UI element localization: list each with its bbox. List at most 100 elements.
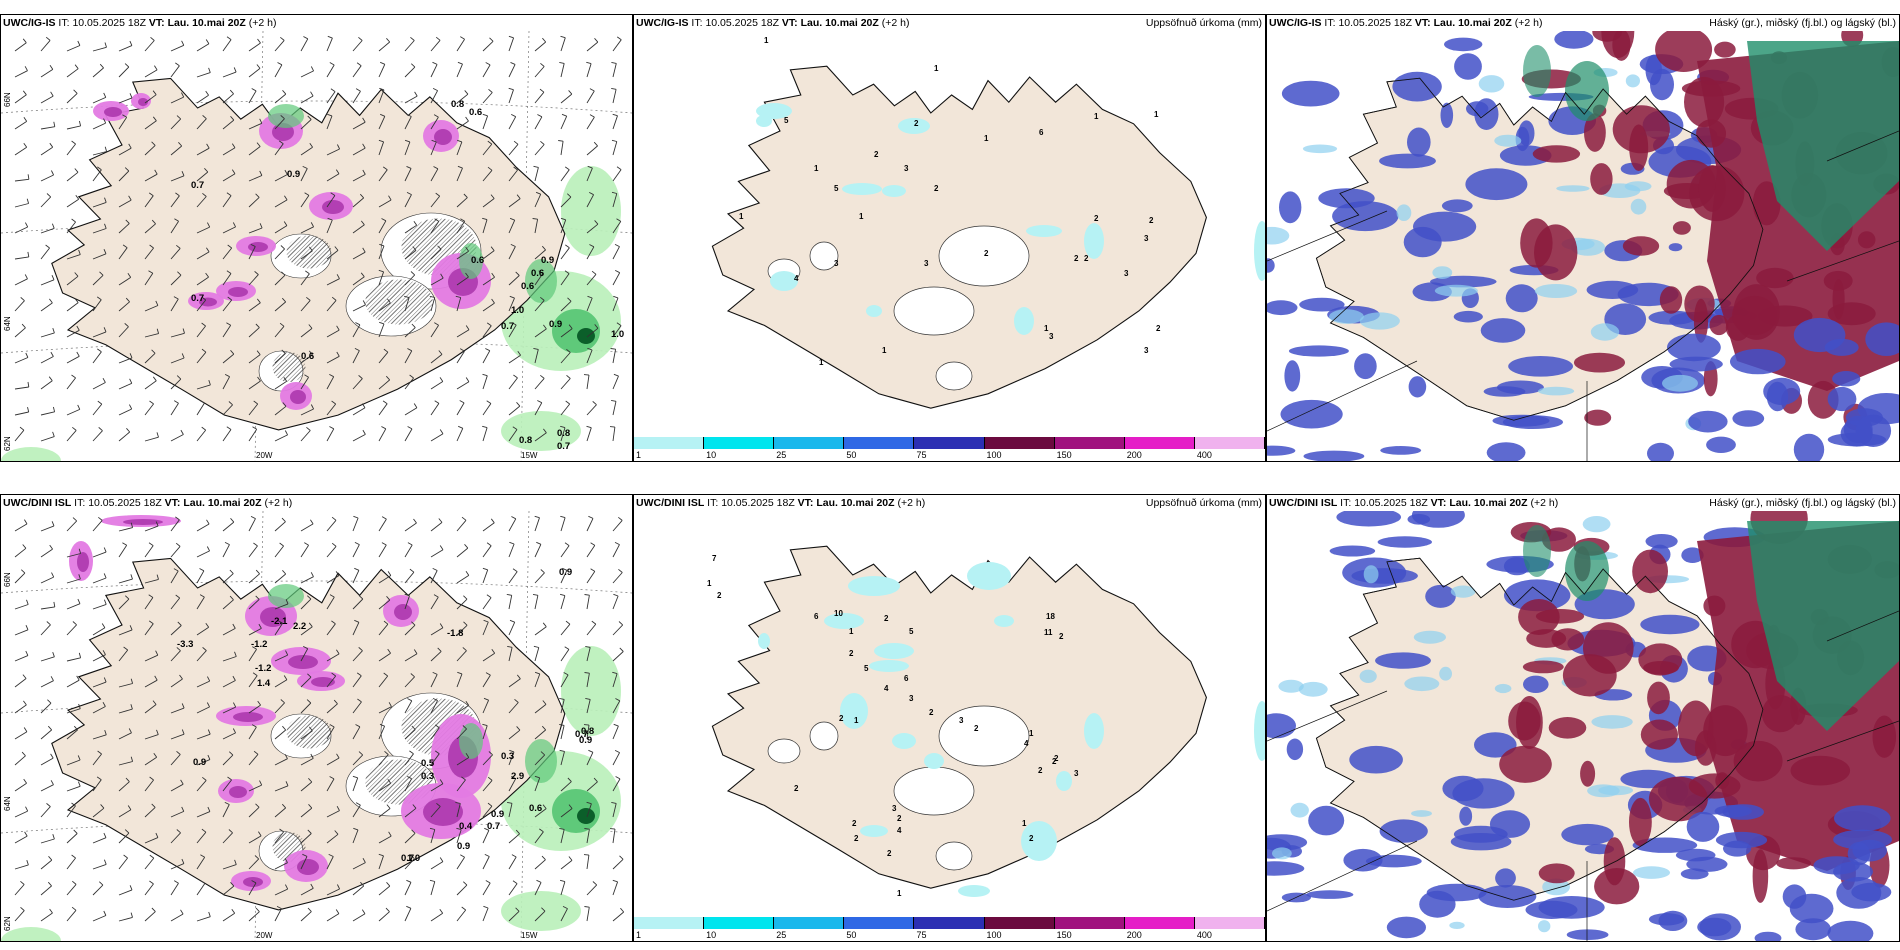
wind-barb	[274, 349, 286, 364]
wind-barb	[92, 271, 104, 286]
wind-barb	[534, 541, 542, 558]
wind-barb	[118, 63, 130, 78]
low-cloud	[1267, 834, 1308, 851]
wind-barb	[92, 623, 106, 636]
wind-barb	[611, 61, 617, 78]
wind-barb	[92, 599, 107, 610]
precip-area	[756, 103, 792, 119]
wind-barb	[248, 724, 257, 740]
wind-barb	[14, 251, 30, 260]
colorbar-label: 50	[846, 930, 857, 940]
precip-core	[104, 107, 122, 117]
wind-barb	[482, 518, 495, 532]
wind-barb	[300, 374, 309, 390]
wind-barb	[170, 729, 185, 740]
low-cloud-edge	[1556, 185, 1590, 192]
wind-barb	[274, 195, 288, 208]
wind-barb	[326, 594, 335, 610]
wind-barb	[559, 827, 565, 844]
wind-barb	[14, 66, 28, 78]
colorbar-label: 25	[776, 450, 787, 460]
wind-barb	[196, 647, 207, 662]
wind-barb	[352, 909, 366, 922]
wind-barb	[430, 567, 438, 584]
colorbar-swatch	[1124, 917, 1195, 929]
value-label: 2	[854, 834, 859, 843]
wind-barb	[508, 619, 516, 636]
precip-area	[561, 646, 621, 736]
wind-barb	[222, 270, 232, 286]
value-label: 0.9	[491, 809, 504, 820]
precip-area	[1084, 713, 1104, 749]
low-cloud	[1267, 861, 1305, 876]
colorbar-label: 400	[1196, 930, 1212, 940]
wind-barb	[274, 884, 289, 896]
wind-barb	[66, 621, 77, 636]
wind-barb	[248, 223, 263, 234]
wind-barb	[144, 141, 156, 156]
value-label: 1.0	[511, 305, 524, 316]
wind-barb	[92, 750, 102, 766]
low-cloud	[1523, 675, 1549, 693]
wind-barb	[378, 426, 387, 442]
wind-barb	[508, 87, 514, 104]
wind-barb	[118, 912, 133, 922]
wind-barb	[118, 244, 128, 260]
high-cloud	[1747, 521, 1899, 731]
wind-barb	[170, 594, 181, 610]
wind-barb	[430, 36, 441, 52]
wind-barb	[300, 404, 315, 416]
wind-barb	[378, 542, 387, 558]
colorbar-label: 150	[1056, 930, 1072, 940]
wind-barb	[430, 623, 444, 636]
colorbar-label: 150	[1056, 450, 1072, 460]
vt-value: Lau. 10.mai 20Z	[800, 17, 879, 29]
wind-barb	[430, 518, 443, 532]
low-cloud	[1508, 356, 1573, 377]
wind-barb	[196, 568, 205, 584]
wind-barb	[92, 859, 107, 870]
wind-barb	[196, 776, 207, 792]
wind-barb	[404, 426, 413, 442]
low-cloud-edge	[1494, 683, 1512, 694]
wind-barb	[534, 855, 546, 870]
wind-barb	[352, 143, 366, 156]
vt-label: VT:	[148, 17, 165, 29]
value-label: 0.8	[581, 726, 594, 737]
wind-barb	[170, 353, 185, 364]
wind-barb	[196, 676, 211, 688]
wind-barb	[170, 92, 185, 104]
value-label: 1	[984, 134, 989, 143]
wind-barb	[534, 828, 544, 844]
mid-cloud	[1592, 31, 1623, 42]
precip-area	[770, 271, 798, 291]
precip-area	[840, 693, 868, 729]
value-label: 1	[1029, 729, 1034, 738]
wind-barb	[222, 143, 236, 156]
value-label: 1	[934, 64, 939, 73]
wind-barb	[170, 375, 182, 390]
wind-barb	[170, 880, 179, 896]
wind-barb	[378, 139, 385, 156]
precip-area	[1021, 821, 1057, 861]
wind-barb	[508, 726, 521, 740]
wind-barb	[274, 376, 288, 390]
wind-barb	[300, 296, 311, 312]
value-label: 1	[764, 36, 769, 45]
wind-barb	[378, 620, 389, 636]
wind-barb	[118, 777, 130, 792]
wind-barb	[430, 377, 444, 390]
value-label: 0.7	[575, 729, 588, 740]
mid-cloud	[1594, 868, 1640, 905]
value-label: 10	[834, 609, 843, 618]
wind-barb	[118, 143, 132, 156]
wind-barb	[534, 62, 545, 78]
wind-barb	[404, 323, 416, 338]
wind-barb	[378, 61, 386, 78]
colorbar-label: 100	[986, 930, 1002, 940]
value-label: 0.3	[421, 771, 434, 782]
wind-barb	[559, 593, 566, 610]
wind-barb	[482, 62, 491, 78]
wind-barb	[456, 116, 469, 130]
wind-barb	[456, 725, 467, 740]
